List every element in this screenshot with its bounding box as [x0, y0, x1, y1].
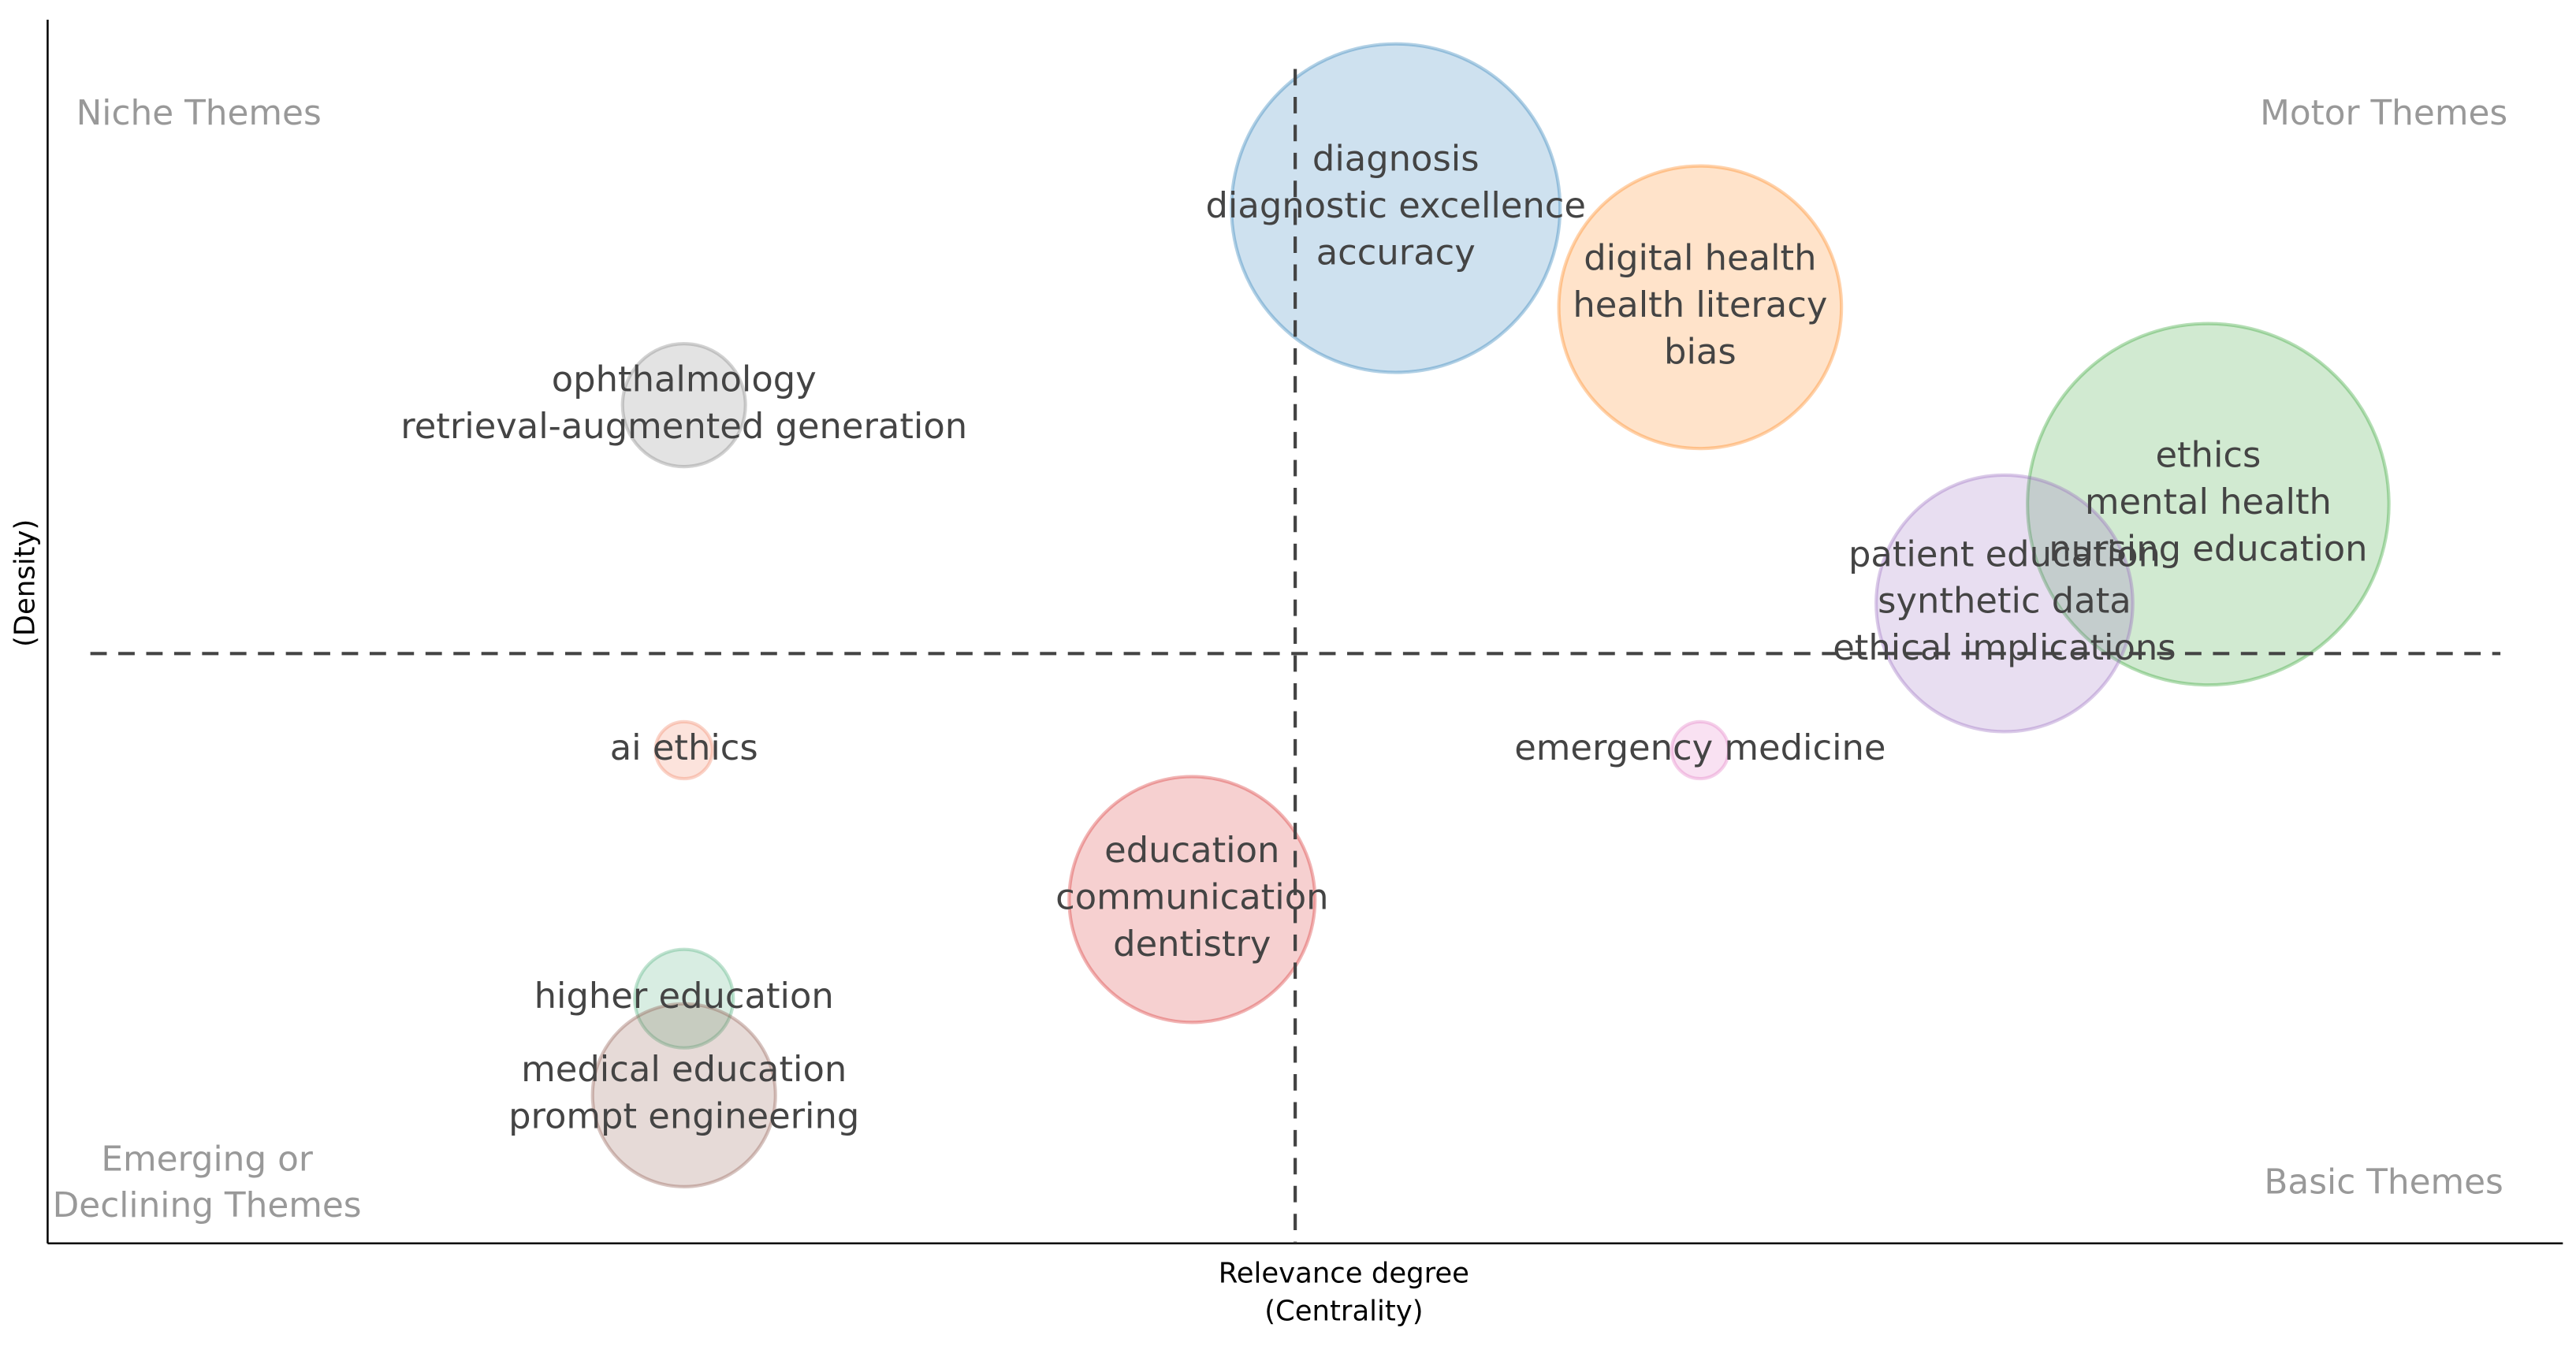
bubble [1067, 775, 1317, 1024]
bubble-label: bias [1664, 330, 1737, 372]
bubble-label: retrieval-augmented generation [400, 405, 967, 447]
bubble-label: digital health [1584, 237, 1816, 279]
bubble-label: synthetic data [1878, 580, 2131, 622]
bubble-label: nursing education [2049, 527, 2367, 569]
bubble-label: health literacy [1573, 284, 1827, 325]
bubble-label: diagnostic excellence [1205, 184, 1586, 226]
quadrant-label: Niche Themes [76, 93, 322, 133]
bubble [590, 1002, 777, 1188]
bubble-label: higher education [534, 975, 834, 1017]
bubble [620, 342, 747, 469]
bubble-label: dentistry [1113, 923, 1271, 965]
quadrant-label: Basic Themes [2264, 1162, 2503, 1203]
bubbles [590, 42, 2391, 1188]
bubble [653, 719, 714, 781]
bubble-label: medical education [521, 1048, 847, 1090]
quadrant-label: Motor Themes [2260, 93, 2507, 133]
quadrant-label: Emerging or [101, 1140, 312, 1180]
bubble-label: education [1104, 829, 1279, 871]
bubble-label: emergency medicine [1514, 727, 1885, 768]
bubble-label: ethics [2155, 433, 2261, 475]
reference-lines [90, 69, 2501, 1244]
bubble [2026, 322, 2391, 687]
bubble-label: communication [1055, 876, 1328, 917]
quadrant-label: Declining Themes [53, 1185, 362, 1225]
x-axis-title: Relevance degree [1219, 1257, 1469, 1289]
bubble [1670, 719, 1731, 781]
bubble [633, 947, 735, 1050]
bubble-label: ethical implications [1833, 627, 2176, 668]
bubble-label: diagnosis [1312, 138, 1480, 180]
x-axis-title: (Centrality) [1264, 1295, 1423, 1327]
bubble-label: ophthalmology [552, 358, 817, 400]
y-axis-title: (Density) [9, 519, 41, 647]
bubble [1874, 473, 2135, 734]
bubble [1557, 164, 1844, 451]
bubble-label: patient education [1848, 533, 2161, 574]
bubble [1230, 42, 1562, 374]
bubble-label: ai ethics [610, 727, 758, 768]
bubble-label: accuracy [1316, 232, 1476, 273]
bubble-label: prompt engineering [508, 1095, 859, 1137]
bubble-label: mental health [2085, 481, 2332, 522]
